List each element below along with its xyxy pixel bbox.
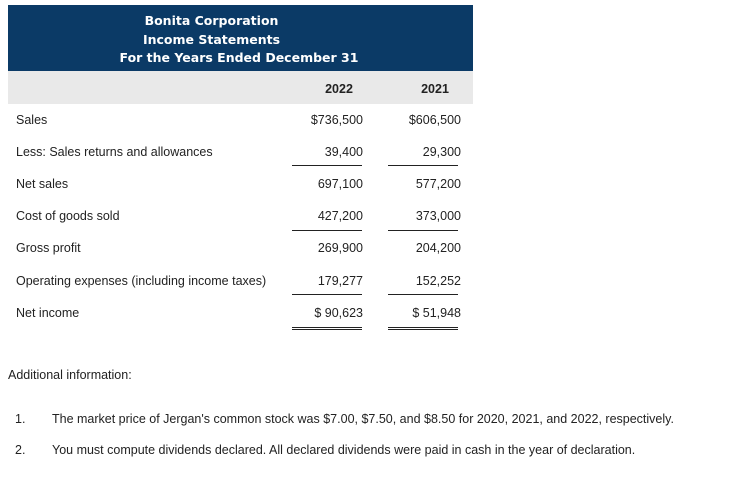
row-label: Less: Sales returns and allowances <box>16 145 213 159</box>
value-2022: $736,500 <box>310 113 363 127</box>
statement-header: Bonita Corporation Income Statements For… <box>8 5 473 71</box>
subtotal-rule <box>292 230 362 231</box>
table-row: Net income $ 90,623 $ 51,948 <box>8 303 473 323</box>
value-2022: 427,200 <box>317 209 363 223</box>
table-row: Less: Sales returns and allowances 39,40… <box>8 142 473 162</box>
total-double-rule <box>292 329 362 330</box>
subtotal-rule <box>292 294 362 295</box>
additional-info-title: Additional information: <box>8 368 132 382</box>
value-2021: $ 51,948 <box>412 306 461 320</box>
column-header-row: 2022 2021 <box>8 71 473 104</box>
company-name: Bonita Corporation <box>144 13 279 28</box>
total-double-rule <box>292 327 362 328</box>
column-header-2021: 2021 <box>421 82 449 96</box>
table-row: Gross profit 269,900 204,200 <box>8 238 473 258</box>
table-row: Operating expenses (including income tax… <box>8 271 473 291</box>
total-double-rule <box>388 329 458 330</box>
value-2022: 269,900 <box>317 241 363 255</box>
row-label: Gross profit <box>16 241 81 255</box>
subtotal-rule <box>292 165 362 166</box>
table-row: Net sales 697,100 577,200 <box>8 174 473 194</box>
subtotal-rule <box>388 165 458 166</box>
value-2021: 204,200 <box>415 241 461 255</box>
row-label: Net income <box>16 306 80 320</box>
value-2021: $606,500 <box>408 113 461 127</box>
value-2021: 152,252 <box>415 274 461 288</box>
subtotal-rule <box>388 294 458 295</box>
value-2022: 39,400 <box>324 145 363 159</box>
note-number: 1. <box>15 412 26 426</box>
value-2021: 577,200 <box>415 177 461 191</box>
row-label: Net sales <box>16 177 69 191</box>
statement-period: For the Years Ended December 31 <box>119 50 359 65</box>
total-double-rule <box>388 327 458 328</box>
row-label: Sales <box>16 113 48 127</box>
note-number: 2. <box>15 443 26 457</box>
value-2022: 179,277 <box>317 274 363 288</box>
note-text: You must compute dividends declared. All… <box>52 443 636 457</box>
row-label: Cost of goods sold <box>16 209 120 223</box>
table-row: Sales $736,500 $606,500 <box>8 110 473 130</box>
value-2021: 373,000 <box>415 209 461 223</box>
table-row: Cost of goods sold 427,200 373,000 <box>8 206 473 226</box>
subtotal-rule <box>388 230 458 231</box>
value-2022: 697,100 <box>317 177 363 191</box>
value-2021: 29,300 <box>422 145 461 159</box>
column-header-2022: 2022 <box>325 82 353 96</box>
row-label: Operating expenses (including income tax… <box>16 274 267 288</box>
statement-title: Income Statements <box>142 31 281 47</box>
note-text: The market price of Jergan's common stoc… <box>52 412 674 426</box>
value-2022: $ 90,623 <box>314 306 363 320</box>
